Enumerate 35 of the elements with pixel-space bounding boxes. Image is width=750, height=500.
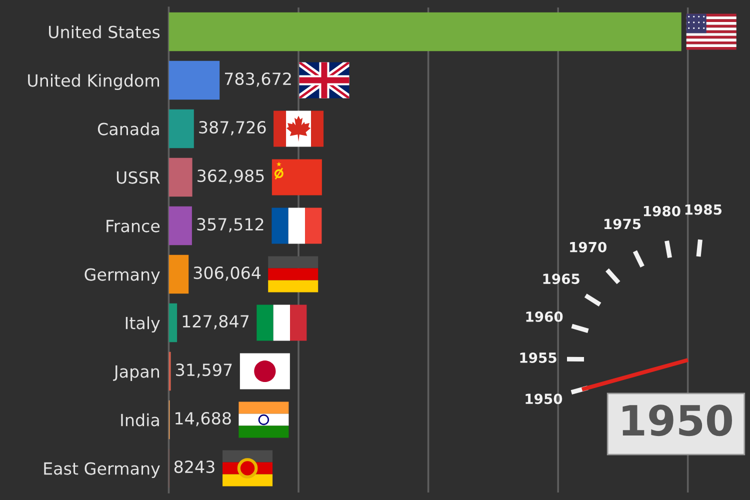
annotation: 1970 <box>570 242 606 252</box>
bar <box>168 303 178 342</box>
bar <box>168 206 192 246</box>
y-tick-label: United States <box>49 25 160 38</box>
y-tick-label: Italy <box>126 316 160 333</box>
y-tick-label: Germany <box>84 268 160 284</box>
annotation: 1960 <box>526 311 563 322</box>
y-tick-label: France <box>106 220 160 232</box>
bar <box>168 60 220 100</box>
bar <box>168 109 194 148</box>
y-tick-label: East Germany <box>44 462 160 478</box>
data-label: 783,672 <box>224 72 291 87</box>
y-tick-label: USSR <box>116 171 160 184</box>
annotation: 1955 <box>520 352 556 363</box>
bar <box>168 158 192 197</box>
data-label: 306,064 <box>194 266 261 281</box>
text: 1950 <box>526 394 562 404</box>
annotation: 1980 <box>644 206 680 216</box>
y-tick-label: Japan <box>113 365 159 382</box>
data-label: 31,597 <box>176 363 232 378</box>
bar <box>168 254 189 294</box>
annotation: 1965 <box>543 274 580 284</box>
data-label: 387,726 <box>199 120 266 136</box>
annotation: 1985 <box>685 204 722 215</box>
y-tick-label: Canada <box>98 122 159 136</box>
data-label: 127,847 <box>182 314 249 330</box>
y-tick-label: India <box>121 413 159 426</box>
annotation: 1950 <box>622 404 732 436</box>
annotation: 1975 <box>604 218 641 230</box>
bar <box>168 12 682 52</box>
data-label: 357,512 <box>197 218 264 232</box>
data-label: 14,688 <box>176 412 231 426</box>
data-label: 362,985 <box>198 169 264 184</box>
y-tick-label: United Kingdom <box>28 74 159 90</box>
data-label: 8243 <box>174 460 214 474</box>
